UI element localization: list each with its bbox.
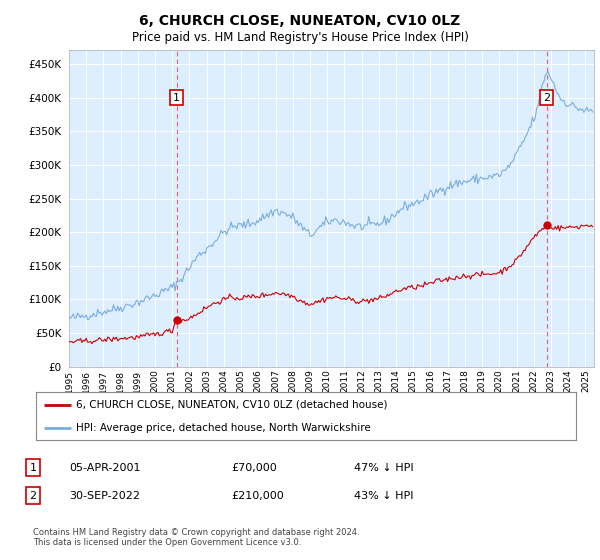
- Text: HPI: Average price, detached house, North Warwickshire: HPI: Average price, detached house, Nort…: [77, 423, 371, 433]
- Text: 1: 1: [29, 463, 37, 473]
- Text: 6, CHURCH CLOSE, NUNEATON, CV10 0LZ: 6, CHURCH CLOSE, NUNEATON, CV10 0LZ: [139, 14, 461, 28]
- Text: 05-APR-2001: 05-APR-2001: [69, 463, 140, 473]
- Text: 43% ↓ HPI: 43% ↓ HPI: [354, 491, 413, 501]
- Text: 1: 1: [173, 92, 180, 102]
- Text: 6, CHURCH CLOSE, NUNEATON, CV10 0LZ (detached house): 6, CHURCH CLOSE, NUNEATON, CV10 0LZ (det…: [77, 400, 388, 410]
- Text: £70,000: £70,000: [231, 463, 277, 473]
- Text: 2: 2: [543, 92, 550, 102]
- Text: 30-SEP-2022: 30-SEP-2022: [69, 491, 140, 501]
- Text: Price paid vs. HM Land Registry's House Price Index (HPI): Price paid vs. HM Land Registry's House …: [131, 31, 469, 44]
- Text: £210,000: £210,000: [231, 491, 284, 501]
- Text: 47% ↓ HPI: 47% ↓ HPI: [354, 463, 413, 473]
- Text: 2: 2: [29, 491, 37, 501]
- Text: Contains HM Land Registry data © Crown copyright and database right 2024.
This d: Contains HM Land Registry data © Crown c…: [33, 528, 359, 547]
